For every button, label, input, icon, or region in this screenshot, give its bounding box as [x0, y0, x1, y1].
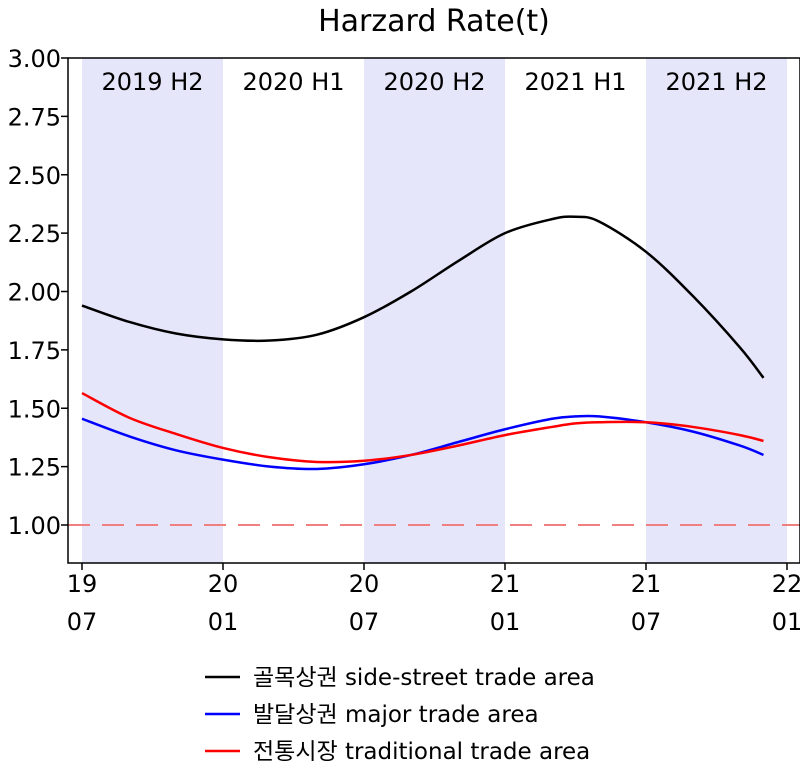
x-tick-label-month: 07 — [631, 608, 662, 636]
period-label: 2019 H2 — [101, 68, 203, 96]
x-tick-label-year: 20 — [349, 570, 380, 598]
x-tick-label-year: 21 — [490, 570, 521, 598]
y-axis: 3.00 2.75 2.50 2.25 2.00 1.75 1.50 1.25 1.00 — [8, 45, 68, 540]
series-lines — [81, 215, 765, 471]
legend-label: 골목상권 side-street trade area — [253, 665, 595, 691]
period-labels: 2019 H2 2020 H1 2020 H2 2021 H1 2021 H2 — [101, 68, 767, 96]
x-tick-label-month: 01 — [490, 608, 521, 636]
legend: 골목상권 side-street trade area 발달상권 major tr… — [205, 665, 595, 765]
y-tick-label: 3.00 — [8, 45, 61, 73]
series-line-0 — [81, 215, 765, 379]
y-tick-label: 1.00 — [8, 512, 61, 540]
period-label: 2021 H1 — [524, 68, 626, 96]
y-tick-label: 2.50 — [8, 162, 61, 190]
y-tick-label: 2.25 — [8, 220, 61, 248]
y-tick-label: 1.25 — [8, 454, 61, 482]
period-shading — [82, 58, 787, 563]
x-tick-label-month: 07 — [349, 608, 380, 636]
x-tick-label-month: 01 — [208, 608, 239, 636]
period-shade-0 — [82, 58, 223, 563]
period-shade-2 — [364, 58, 505, 563]
legend-label: 전통시장 traditional trade area — [253, 739, 590, 765]
series-line-2 — [81, 391, 764, 464]
y-tick-label: 1.50 — [8, 395, 61, 423]
period-label: 2021 H2 — [665, 68, 767, 96]
plot-frame — [67, 57, 800, 564]
legend-label: 발달상권 major trade area — [253, 702, 539, 728]
y-tick-label: 2.00 — [8, 279, 61, 307]
x-tick-label-month: 07 — [67, 608, 98, 636]
period-label: 2020 H1 — [242, 68, 344, 96]
y-tick-label: 1.75 — [8, 337, 61, 365]
x-tick-label-year: 20 — [208, 570, 239, 598]
x-axis: 19 07 20 01 20 07 21 01 21 07 22 01 — [67, 563, 800, 636]
x-tick-label-year: 19 — [67, 570, 98, 598]
x-tick-label-year: 21 — [631, 570, 662, 598]
x-tick-label-month: 01 — [772, 608, 800, 636]
y-tick-label: 2.75 — [8, 103, 61, 131]
period-shade-4 — [646, 58, 787, 563]
chart-title: Harzard Rate(t) — [318, 4, 550, 39]
x-tick-label-year: 22 — [772, 570, 800, 598]
series-line-1 — [81, 414, 764, 471]
period-label: 2020 H2 — [383, 68, 485, 96]
